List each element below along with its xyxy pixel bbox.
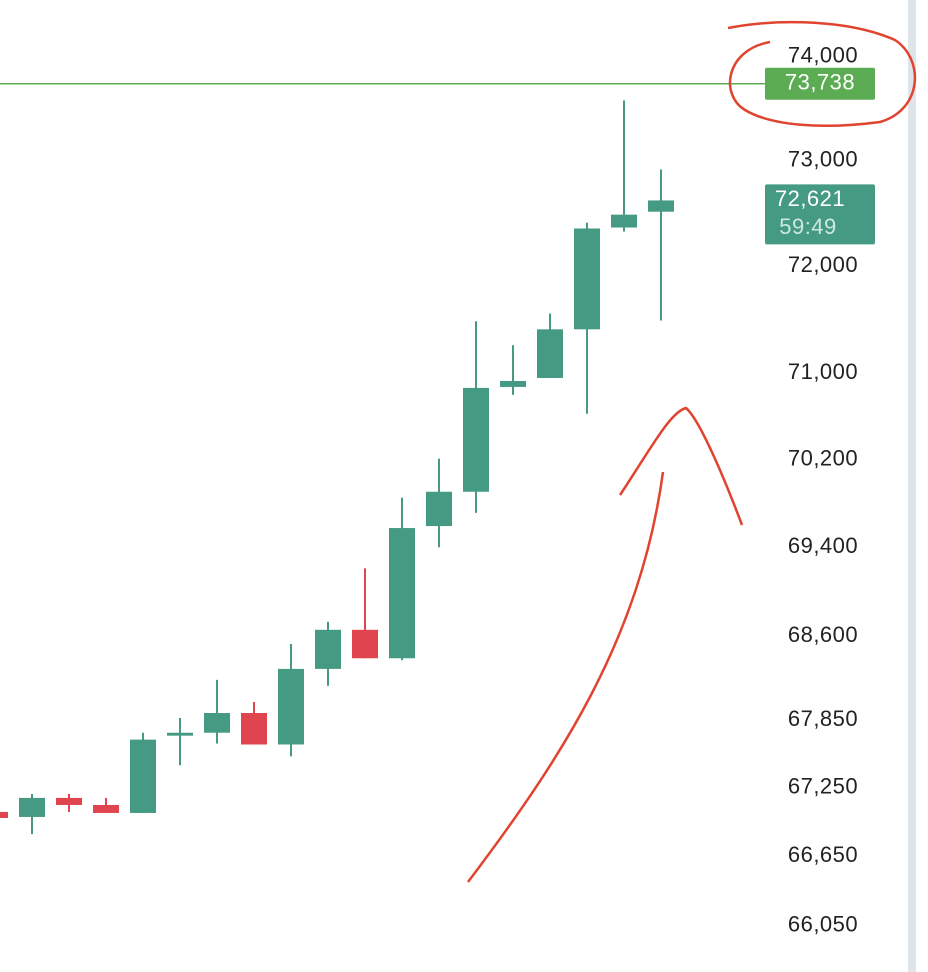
candle-body [426, 491, 452, 527]
y-tick-label: 67,850 [788, 706, 858, 731]
y-tick-label: 67,250 [788, 774, 858, 799]
candle-body [611, 214, 637, 228]
candle-body [241, 713, 267, 745]
candle-body [130, 739, 156, 813]
y-tick-label: 66,650 [788, 842, 858, 867]
candle-body [278, 668, 304, 745]
y-tick-label: 73,000 [788, 146, 858, 171]
y-tick-label: 69,400 [788, 533, 858, 558]
hand-drawn-circle [727, 20, 917, 128]
candle-body [56, 797, 82, 805]
candle-body [500, 381, 526, 387]
y-tick-label: 66,050 [788, 911, 858, 936]
current-price-badge [765, 184, 875, 245]
candle-body [352, 629, 378, 659]
y-tick-label: 72,000 [788, 252, 858, 277]
high-price-badge [765, 67, 875, 100]
candle-body [648, 200, 674, 212]
y-tick-label: 70,200 [788, 445, 858, 470]
y-tick-label: 74,000 [788, 42, 858, 67]
candle-body [463, 387, 489, 492]
scrollbar [908, 0, 916, 972]
current-price-label: 72,621 [775, 186, 845, 211]
high-price-label: 73,738 [785, 70, 855, 95]
candle-body [19, 797, 45, 817]
plot-area [0, 82, 765, 835]
y-tick-label: 68,600 [788, 622, 858, 647]
y-tick-label: 71,000 [788, 359, 858, 384]
candle-body [167, 732, 193, 736]
candle-body [574, 228, 600, 330]
arrow-head [618, 406, 744, 526]
countdown-label: 59:49 [779, 214, 837, 239]
candle-body [0, 811, 8, 818]
hand-drawn-arrow [467, 471, 665, 883]
candle-body [93, 804, 119, 813]
candle-body [537, 329, 563, 378]
candle-body [204, 713, 230, 733]
candle-body [389, 528, 415, 659]
price-axis: 74,000 73,000 72,000 71,000 70,200 69,400 68,6… [765, 42, 875, 936]
candle-body [315, 629, 341, 669]
